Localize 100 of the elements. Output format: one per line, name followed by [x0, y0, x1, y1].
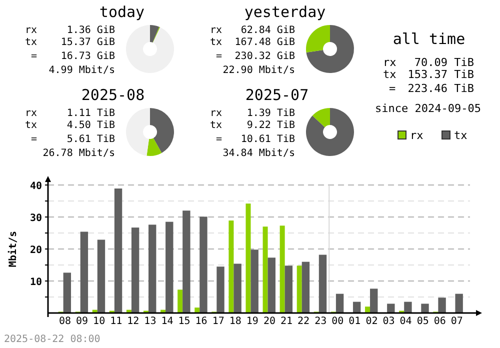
bar	[80, 232, 88, 313]
x-tick-label: 22	[298, 316, 310, 327]
text: since 2024-09-05	[375, 102, 481, 115]
donut-slice	[306, 25, 354, 73]
text: 153.37 TiB	[408, 68, 474, 81]
bar	[114, 188, 122, 313]
x-tick-label: 19	[246, 316, 258, 327]
text: =	[216, 51, 222, 62]
legend-label: tx	[454, 129, 468, 142]
bar	[148, 224, 156, 313]
y-axis-title: Mbit/s	[7, 230, 19, 268]
text: 15.37 GiB	[60, 37, 115, 48]
text: =	[31, 134, 38, 145]
text: rx	[383, 56, 397, 69]
bar	[178, 290, 183, 313]
bar	[234, 264, 242, 313]
bar	[216, 266, 224, 313]
text: 9.22 TiB	[246, 120, 295, 131]
bar	[97, 240, 106, 313]
bar	[63, 272, 71, 313]
bar	[352, 302, 361, 313]
x-tick-label: 07	[450, 316, 463, 327]
text: tx	[210, 37, 222, 48]
bar	[194, 308, 200, 313]
x-tick-label: 21	[280, 316, 293, 327]
text: 1.36 GiB	[66, 25, 115, 36]
text: 4.50 TiB	[66, 120, 115, 131]
chart-title: today	[99, 3, 145, 21]
text: 26.78 Mbit/s	[42, 148, 115, 159]
bar	[284, 266, 293, 313]
text: tx	[25, 37, 38, 48]
y-tick-label: 30	[30, 213, 42, 224]
text: 1.11 TiB	[66, 108, 115, 119]
donut-slice	[126, 25, 174, 73]
x-tick-label: 16	[195, 316, 208, 327]
y-tick-label: 20	[30, 245, 42, 256]
x-tick-label: 09	[76, 316, 88, 327]
x-tick-label: 14	[161, 316, 174, 327]
bar	[228, 220, 234, 313]
x-tick-label: 02	[366, 316, 378, 327]
bar	[166, 222, 174, 313]
donut-slice	[312, 108, 330, 128]
x-tick-label: 18	[229, 316, 242, 327]
bar	[438, 298, 446, 313]
legend-label: rx	[410, 129, 424, 142]
bar	[200, 216, 208, 313]
text: tx	[210, 120, 222, 131]
text: 230.32 GiB	[234, 51, 295, 62]
x-tick-label: 11	[110, 316, 122, 327]
x-tick-label: 23	[314, 316, 327, 327]
bar	[404, 302, 412, 313]
text: all time	[392, 30, 466, 48]
text: 22.90 Mbit/s	[222, 65, 295, 76]
x-tick-label: 20	[263, 316, 276, 327]
bar	[336, 294, 344, 313]
bar	[131, 228, 140, 313]
text: 70.09 TiB	[414, 56, 474, 69]
bar	[365, 306, 370, 313]
chart-title: yesterday	[244, 3, 326, 21]
bar	[182, 210, 190, 313]
bar	[268, 258, 276, 313]
y-tick-label: 40	[30, 181, 42, 192]
bar	[318, 254, 327, 313]
x-tick-label: 15	[178, 316, 190, 327]
bar	[421, 304, 429, 313]
text: 62.84 GiB	[240, 25, 295, 36]
donut-slice	[146, 138, 162, 156]
x-tick-label: 13	[144, 316, 156, 327]
bar	[280, 226, 285, 313]
x-tick-label: 17	[212, 316, 224, 327]
x-tick-label: 00	[332, 316, 344, 327]
donut-slice	[150, 25, 160, 43]
text: rx	[210, 108, 222, 119]
text: rx	[25, 108, 38, 119]
text: tx	[383, 68, 397, 81]
x-tick-label: 05	[416, 316, 429, 327]
text: =	[216, 134, 222, 145]
bar	[302, 262, 310, 313]
bar	[387, 304, 395, 313]
text: 16.73 GiB	[60, 51, 115, 62]
text: 2025-08-22 08:00	[4, 334, 100, 345]
text: 4.99 Mbit/s	[48, 65, 115, 76]
chart-title: 2025-08	[81, 86, 145, 104]
text: 167.48 GiB	[234, 37, 295, 48]
text: rx	[210, 25, 222, 36]
text: =	[31, 51, 38, 62]
x-tick-label: 03	[382, 316, 395, 327]
donut-slice	[306, 25, 330, 52]
x-tick-label: 04	[400, 316, 412, 327]
x-tick-label: 01	[348, 316, 361, 327]
bar	[262, 226, 268, 313]
donut-slice	[126, 108, 150, 156]
donut-slice	[152, 26, 160, 43]
bar	[370, 288, 378, 313]
x-tick-label: 08	[58, 316, 72, 327]
text: 10.61 TiB	[240, 134, 295, 145]
bar	[246, 204, 251, 313]
bar	[250, 250, 258, 313]
chart-title: 2025-07	[245, 86, 309, 104]
text: 34.84 Mbit/s	[222, 148, 295, 159]
